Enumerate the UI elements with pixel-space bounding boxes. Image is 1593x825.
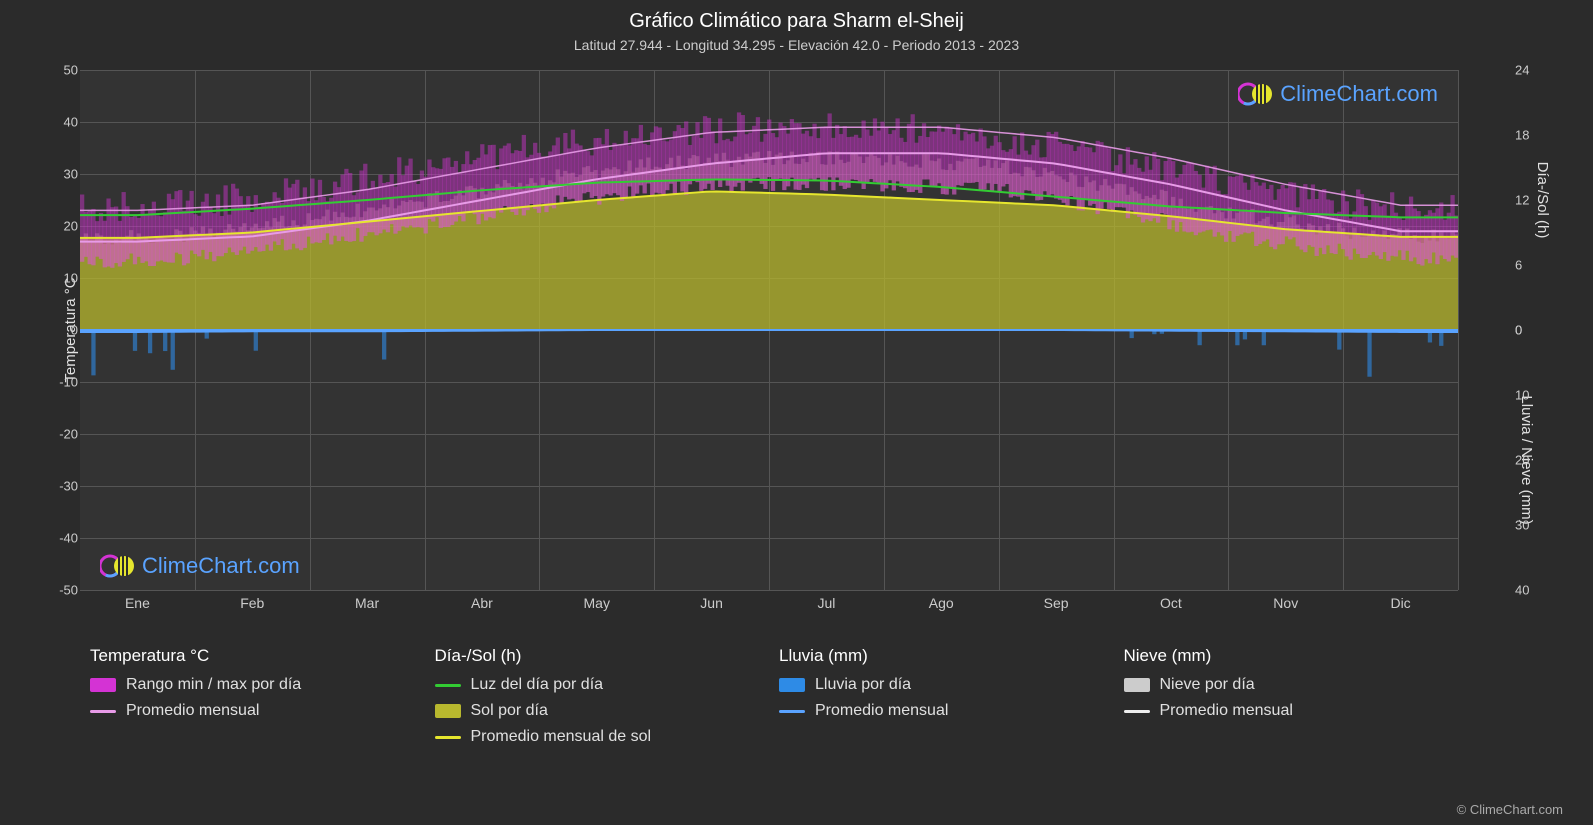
legend-column: Nieve (mm) Nieve por día Promedio mensual — [1114, 640, 1459, 760]
y-left-tick: -20 — [50, 427, 78, 442]
y-left-tick: 40 — [50, 115, 78, 130]
y-left-tick: 20 — [50, 219, 78, 234]
watermark-bottom: ClimeChart.com — [100, 552, 300, 580]
y-right-top-tick: 24 — [1515, 63, 1529, 78]
legend-item: Sol por día — [435, 702, 760, 720]
legend-label: Nieve por día — [1160, 676, 1255, 694]
legend-label: Lluvia por día — [815, 676, 911, 694]
legend-swatch — [435, 736, 461, 739]
grid-v — [1458, 70, 1459, 590]
chart-title: Gráfico Climático para Sharm el-Sheij — [0, 0, 1593, 33]
legend-item: Lluvia por día — [779, 676, 1104, 694]
legend-label: Promedio mensual — [815, 702, 948, 720]
x-tick-label: Feb — [240, 595, 264, 611]
legend-swatch — [90, 678, 116, 692]
x-tick-label: Mar — [355, 595, 379, 611]
x-axis-labels: Ene Feb Mar Abr May Jun Jul Ago Sep Oct Nov Dic — [80, 595, 1458, 615]
legend-swatch — [1124, 710, 1150, 713]
y-left-tick: 50 — [50, 63, 78, 78]
grid-h — [80, 590, 1458, 591]
legend-item: Luz del día por día — [435, 676, 760, 694]
x-tick-label: Abr — [471, 595, 493, 611]
legend-column: Lluvia (mm) Lluvia por día Promedio mensua… — [769, 640, 1114, 760]
y-right-bottom-tick: 30 — [1515, 518, 1529, 533]
chart-svg — [80, 70, 1458, 590]
x-tick-label: Jul — [817, 595, 835, 611]
y-left-tick: 10 — [50, 271, 78, 286]
y-right-bottom-tick-labels: 010203040 — [1515, 330, 1543, 590]
legend-label: Sol por día — [471, 702, 548, 720]
x-tick-label: Ene — [125, 595, 150, 611]
x-tick-label: Ago — [929, 595, 954, 611]
legend-column: Día-/Sol (h) Luz del día por día Sol por d… — [425, 640, 770, 760]
legend-item: Rango min / max por día — [90, 676, 415, 694]
legend-label: Luz del día por día — [471, 676, 604, 694]
climate-chart: Gráfico Climático para Sharm el-Sheij La… — [0, 0, 1593, 825]
y-right-top-tick: 12 — [1515, 193, 1529, 208]
legend-swatch — [779, 710, 805, 713]
x-tick-label: Sep — [1044, 595, 1069, 611]
x-tick-label: Jun — [700, 595, 723, 611]
chart-subtitle: Latitud 27.944 - Longitud 34.295 - Eleva… — [0, 37, 1593, 53]
rain-bars — [91, 330, 1443, 377]
legend-item: Nieve por día — [1124, 676, 1449, 694]
legend-swatch — [1124, 678, 1150, 692]
legend-swatch — [435, 684, 461, 687]
y-right-top-tick: 6 — [1515, 258, 1522, 273]
y-left-tick: -30 — [50, 479, 78, 494]
x-tick-label: Dic — [1390, 595, 1410, 611]
legend-header: Nieve (mm) — [1124, 646, 1449, 666]
legend-item: Promedio mensual — [90, 702, 415, 720]
y-right-top-tick-labels: 24181260 — [1515, 70, 1543, 330]
watermark-text: ClimeChart.com — [142, 553, 300, 579]
legend-label: Promedio mensual — [1160, 702, 1293, 720]
logo-icon — [100, 552, 136, 580]
legend-swatch — [435, 704, 461, 718]
legend-header: Día-/Sol (h) — [435, 646, 760, 666]
legend: Temperatura °C Rango min / max por día Pro… — [80, 640, 1458, 760]
y-left-tick: 0 — [50, 323, 78, 338]
y-left-tick: -10 — [50, 375, 78, 390]
legend-item: Promedio mensual — [779, 702, 1104, 720]
copyright: © ClimeChart.com — [1457, 802, 1563, 817]
y-right-bottom-tick: 20 — [1515, 453, 1529, 468]
legend-swatch — [779, 678, 805, 692]
legend-label: Rango min / max por día — [126, 676, 301, 694]
legend-label: Promedio mensual de sol — [471, 728, 652, 746]
legend-column: Temperatura °C Rango min / max por día Pro… — [80, 640, 425, 760]
y-left-tick: -50 — [50, 583, 78, 598]
y-right-bottom-tick: 10 — [1515, 388, 1529, 403]
legend-item: Promedio mensual de sol — [435, 728, 760, 746]
y-right-top-tick: 18 — [1515, 128, 1529, 143]
x-tick-label: Nov — [1273, 595, 1298, 611]
legend-swatch — [90, 710, 116, 713]
y-left-tick: -40 — [50, 531, 78, 546]
watermark-top: ClimeChart.com — [1238, 80, 1438, 108]
logo-icon — [1238, 80, 1274, 108]
x-tick-label: Oct — [1160, 595, 1182, 611]
watermark-text: ClimeChart.com — [1280, 81, 1438, 107]
y-left-tick-labels: 50403020100-10-20-30-40-50 — [50, 70, 78, 590]
y-right-bottom-tick: 40 — [1515, 583, 1529, 598]
y-left-tick: 30 — [50, 167, 78, 182]
plot-area: ClimeChart.com ClimeChart.com — [80, 70, 1458, 590]
legend-header: Lluvia (mm) — [779, 646, 1104, 666]
x-tick-label: May — [584, 595, 610, 611]
legend-header: Temperatura °C — [90, 646, 415, 666]
y-right-bottom-tick: 0 — [1515, 323, 1522, 338]
legend-label: Promedio mensual — [126, 702, 259, 720]
legend-item: Promedio mensual — [1124, 702, 1449, 720]
